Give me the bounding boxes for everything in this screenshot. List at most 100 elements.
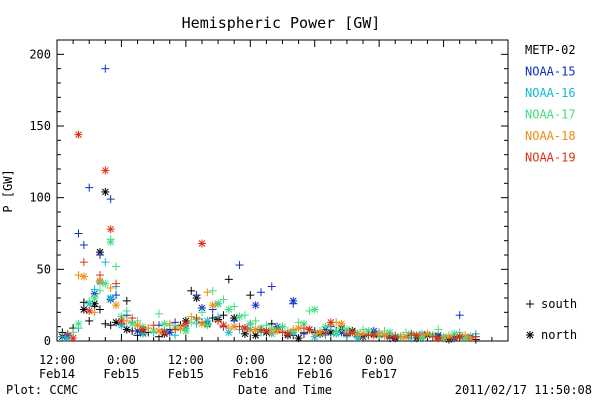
point-noaa-15-north bbox=[165, 328, 174, 337]
point-metp-02-south bbox=[101, 319, 110, 328]
x-axis-ticks: 12:00Feb140:00Feb1512:00Feb150:00Feb1612… bbox=[39, 40, 509, 381]
legend-noaa-18: NOAA-18 bbox=[525, 129, 576, 143]
point-metp-02-south bbox=[187, 286, 196, 295]
point-metp-02-south bbox=[224, 275, 233, 284]
point-noaa-18-south bbox=[106, 283, 115, 292]
point-noaa-19-north bbox=[348, 328, 357, 337]
point-metp-02-north bbox=[294, 334, 303, 343]
point-noaa-19-south bbox=[450, 334, 459, 343]
x-axis-label: Date and Time bbox=[238, 383, 332, 397]
x-tick-label-time: 12:00 bbox=[39, 353, 75, 367]
point-noaa-19-south bbox=[63, 329, 72, 338]
point-noaa-15-south bbox=[85, 183, 94, 192]
point-noaa-19-north bbox=[434, 334, 443, 343]
point-noaa-18-north bbox=[337, 319, 346, 328]
point-noaa-17-south bbox=[208, 286, 217, 295]
y-tick-label: 50 bbox=[37, 262, 51, 276]
point-noaa-18-south bbox=[310, 329, 319, 338]
point-noaa-19-south bbox=[428, 332, 437, 341]
point-noaa-18-north bbox=[380, 331, 389, 340]
point-metp-02-north bbox=[79, 305, 88, 314]
point-noaa-19-north bbox=[219, 321, 228, 330]
point-noaa-16-south bbox=[101, 258, 110, 267]
point-noaa-18-north bbox=[79, 272, 88, 281]
legend: METP-02 NOAA-15 NOAA-16 NOAA-17 NOAA-18 NOAA-… bbox=[525, 43, 577, 342]
point-noaa-17-south bbox=[155, 309, 164, 318]
point-noaa-17-south bbox=[240, 311, 249, 320]
point-noaa-17-north bbox=[106, 238, 115, 247]
point-noaa-15-south bbox=[74, 229, 83, 238]
point-metp-02-north bbox=[122, 325, 131, 334]
point-noaa-15-north bbox=[289, 296, 298, 305]
point-noaa-17-north bbox=[214, 299, 223, 308]
x-tick-label-time: 0:00 bbox=[365, 353, 394, 367]
point-metp-02-north bbox=[112, 318, 121, 327]
point-noaa-19-south bbox=[257, 325, 266, 334]
point-noaa-19-south bbox=[95, 271, 104, 280]
point-noaa-19-north bbox=[117, 316, 126, 325]
legend-noaa-17: NOAA-17 bbox=[525, 108, 576, 122]
point-noaa-19-north bbox=[240, 324, 249, 333]
point-noaa-19-north bbox=[262, 326, 271, 335]
point-noaa-19-north bbox=[85, 306, 94, 315]
point-noaa-18-north bbox=[197, 319, 206, 328]
point-noaa-19-south bbox=[299, 324, 308, 333]
point-noaa-19-south bbox=[321, 328, 330, 337]
point-noaa-18-north bbox=[466, 334, 475, 343]
legend-marker-label-north: north bbox=[541, 328, 577, 342]
point-noaa-17-north bbox=[310, 305, 319, 314]
point-noaa-19-south bbox=[128, 314, 137, 323]
point-noaa-17-north bbox=[203, 321, 212, 330]
point-noaa-15-south bbox=[267, 282, 276, 291]
point-noaa-15-south bbox=[455, 311, 464, 320]
point-noaa-17-north bbox=[90, 294, 99, 302]
x-tick-label-date: Feb16 bbox=[232, 367, 268, 381]
point-metp-02-south bbox=[122, 296, 131, 305]
legend-marker-north bbox=[526, 331, 534, 339]
point-noaa-18-south bbox=[74, 271, 83, 280]
point-noaa-17-north bbox=[235, 312, 244, 321]
point-noaa-15-south bbox=[79, 240, 88, 249]
point-noaa-16-north bbox=[106, 294, 115, 302]
point-noaa-15-south bbox=[235, 261, 244, 270]
point-noaa-18-north bbox=[133, 321, 142, 330]
point-noaa-18-north bbox=[444, 332, 453, 341]
point-noaa-15-south bbox=[95, 251, 104, 259]
y-axis-ticks: 0 50 100 150 200 bbox=[29, 39, 508, 348]
x-tick-label-date: Feb14 bbox=[39, 367, 75, 381]
point-noaa-18-north bbox=[273, 326, 282, 335]
point-noaa-17-north bbox=[224, 305, 233, 314]
footer-timestamp: 2011/02/17 11:50:08 bbox=[455, 383, 592, 397]
point-noaa-18-north bbox=[208, 301, 217, 310]
point-noaa-18-south bbox=[203, 288, 212, 297]
point-noaa-17-north bbox=[160, 319, 169, 328]
point-metp-02-south bbox=[85, 316, 94, 325]
point-noaa-19-south bbox=[278, 328, 287, 337]
point-noaa-15-south bbox=[106, 195, 115, 204]
x-tick-label-date: Feb15 bbox=[168, 367, 204, 381]
chart-title: Hemispheric Power [GW] bbox=[182, 14, 381, 32]
point-noaa-19-south bbox=[342, 329, 351, 338]
plot-frame bbox=[56, 39, 509, 342]
legend-metp-02: METP-02 bbox=[525, 43, 576, 57]
y-axis-label: P [GW] bbox=[1, 169, 15, 212]
point-noaa-15-south bbox=[257, 288, 266, 297]
y-tick-label: 150 bbox=[29, 119, 51, 133]
x-tick-label-date: Feb17 bbox=[361, 367, 397, 381]
point-noaa-17-south bbox=[95, 286, 104, 295]
point-noaa-19-north bbox=[369, 331, 378, 340]
point-noaa-19-north bbox=[197, 239, 206, 248]
point-noaa-19-north bbox=[106, 225, 115, 234]
point-noaa-17-south bbox=[434, 325, 443, 334]
point-noaa-19-north bbox=[305, 325, 314, 334]
point-metp-02-south bbox=[79, 298, 88, 307]
point-noaa-18-north bbox=[401, 332, 410, 341]
legend-noaa-16: NOAA-16 bbox=[525, 86, 576, 100]
point-noaa-19-north bbox=[391, 332, 400, 341]
legend-noaa-19: NOAA-19 bbox=[525, 151, 576, 165]
point-noaa-15-north bbox=[197, 304, 206, 313]
point-noaa-18-south bbox=[289, 325, 298, 334]
legend-marker-label-south: south bbox=[541, 297, 577, 311]
point-noaa-18-north bbox=[112, 301, 121, 310]
